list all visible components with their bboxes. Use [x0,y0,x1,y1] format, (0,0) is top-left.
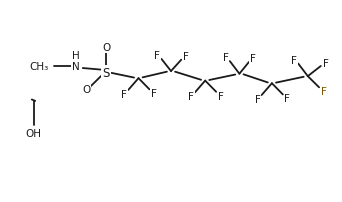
Text: F: F [250,54,256,64]
Text: N: N [72,62,80,72]
Text: F: F [223,53,229,63]
Text: F: F [323,59,329,69]
Text: F: F [218,91,224,101]
Text: F: F [154,51,160,61]
Text: S: S [102,66,110,79]
Text: OH: OH [26,128,41,138]
Text: F: F [291,56,297,66]
Text: F: F [188,92,194,102]
Text: F: F [183,52,189,62]
Text: O: O [102,43,110,53]
Text: F: F [151,89,157,99]
Text: F: F [284,94,290,104]
Text: CH₃: CH₃ [30,62,49,72]
Text: F: F [254,94,261,104]
Text: O: O [82,85,90,95]
Text: H: H [72,50,80,60]
Text: F: F [321,86,327,97]
Text: F: F [121,89,127,99]
